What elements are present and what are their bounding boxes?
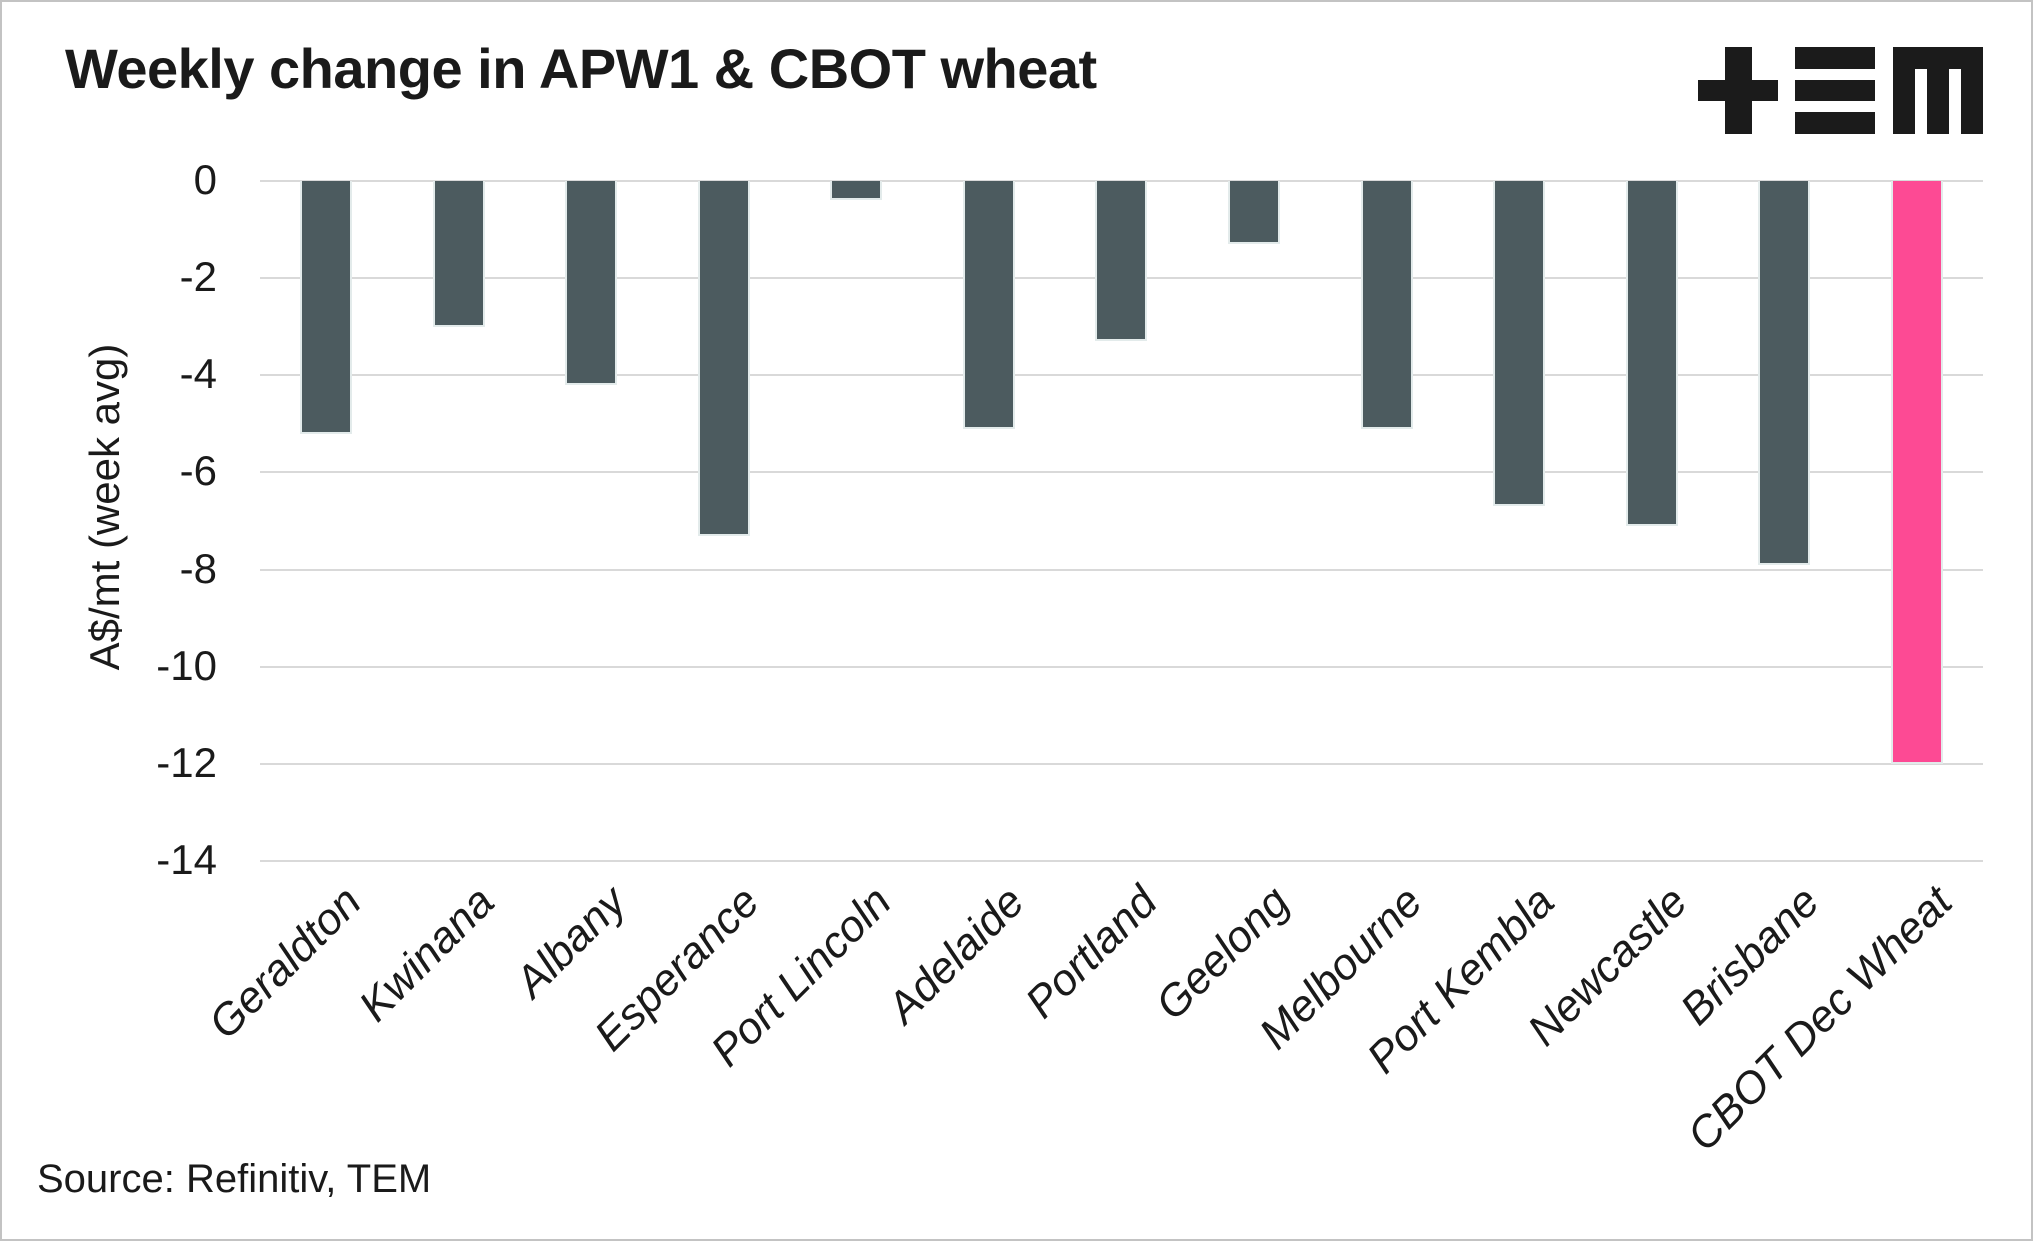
bar-melbourne [1360, 181, 1413, 429]
bar-slot-geelong [1188, 181, 1321, 861]
bar-geraldton [300, 181, 353, 434]
bar-albany [565, 181, 618, 385]
bar-slot-portland [1055, 181, 1188, 861]
bar-esperance [697, 181, 750, 536]
bar-slot-adelaide [923, 181, 1056, 861]
y-tick-label: 0 [193, 156, 217, 204]
y-tick-label: -2 [179, 253, 217, 301]
bar-slot-melbourne [1320, 181, 1453, 861]
bar-newcastle [1625, 181, 1678, 526]
plot-area [260, 180, 1983, 862]
bar-slot-brisbane [1718, 181, 1851, 861]
gridline-y--4 [260, 374, 1983, 377]
y-tick-label: -4 [179, 350, 217, 398]
bar-portland [1095, 181, 1148, 342]
bar-cbot-dec-wheat [1890, 181, 1943, 764]
y-tick-label: -12 [156, 738, 217, 786]
gridline-y--10 [260, 665, 1983, 668]
gridline-y--12 [260, 762, 1983, 765]
y-tick-label: -8 [179, 544, 217, 592]
bar-brisbane [1758, 181, 1811, 565]
bar-slot-cbot-dec-wheat [1850, 181, 1983, 861]
x-label-portland: Portland [1015, 877, 1167, 1028]
bar-slot-kwinana [393, 181, 526, 861]
source-note: Source: Refinitiv, TEM [37, 1157, 432, 1201]
bar-series [260, 181, 1983, 861]
gridline-y--14 [260, 860, 1983, 862]
y-axis-tick-labels: 0 -2 -4 -6 -8 -10 -12 -14 [2, 156, 217, 883]
y-tick-label: -14 [156, 836, 217, 884]
bar-slot-geraldton [260, 181, 393, 861]
bar-slot-port-kembla [1453, 181, 1586, 861]
x-label-geraldton: Geraldton [199, 877, 371, 1049]
gridline-y--6 [260, 471, 1983, 474]
bar-port-lincoln [830, 181, 883, 201]
y-tick-label: -6 [179, 447, 217, 495]
bar-kwinana [432, 181, 485, 327]
bar-slot-albany [525, 181, 658, 861]
bar-adelaide [962, 181, 1015, 429]
bar-geelong [1227, 181, 1280, 245]
bar-slot-newcastle [1585, 181, 1718, 861]
x-label-kwinana: Kwinana [349, 877, 504, 1031]
bar-slot-esperance [658, 181, 791, 861]
tem-logo-icon [1698, 47, 1983, 134]
bar-slot-port-lincoln [790, 181, 923, 861]
x-axis-category-labels: Geraldton Kwinana Albany Esperance Port Linc… [200, 877, 1983, 1207]
chart-title: Weekly change in APW1 & CBOT wheat [65, 37, 1097, 100]
y-tick-label: -10 [156, 641, 217, 689]
x-label-albany: Albany [506, 877, 636, 1007]
x-label-adelaide: Adelaide [877, 877, 1034, 1033]
gridline-y--8 [260, 568, 1983, 571]
bar-port-kembla [1493, 181, 1546, 507]
